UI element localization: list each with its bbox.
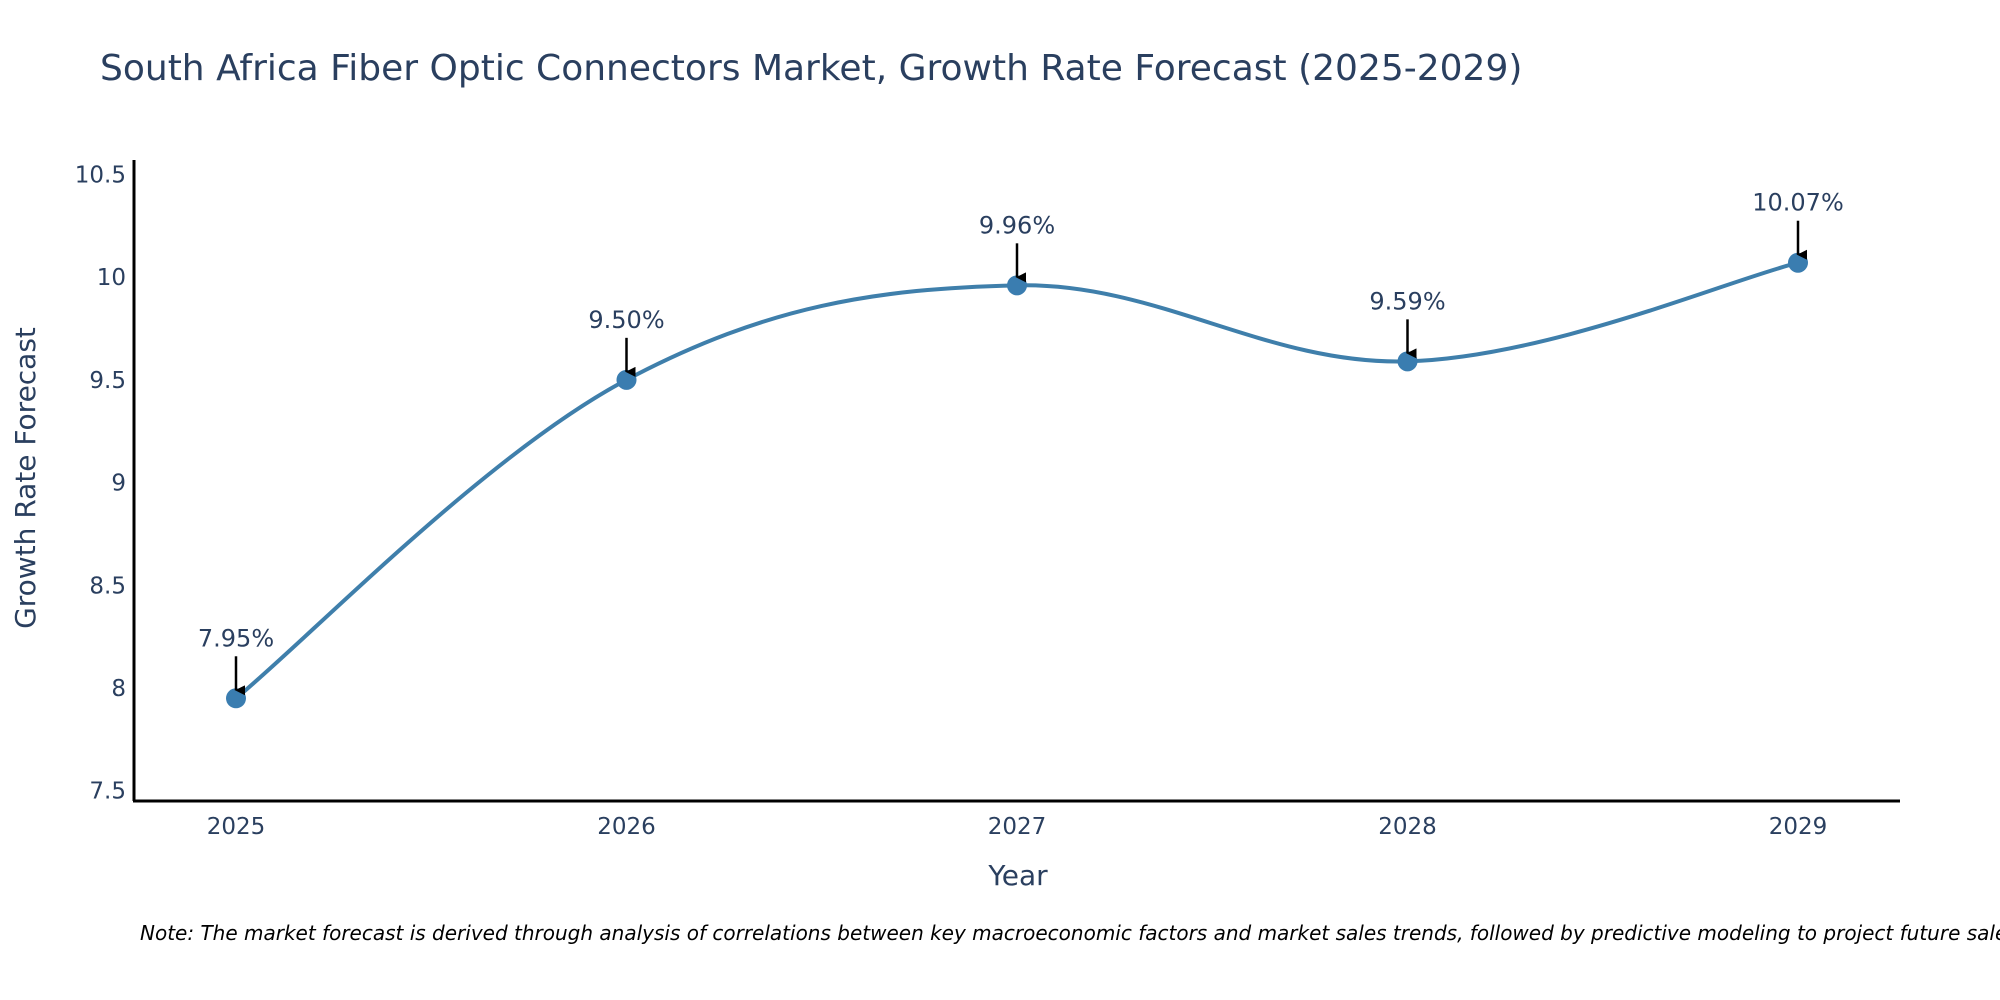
- x-tick-label: 2025: [207, 814, 266, 840]
- y-ticks: 7.5 8 8.5 9 9.5 10 10.5: [75, 162, 126, 804]
- y-tick-label: 8: [111, 676, 126, 702]
- data-label: 9.96%: [979, 211, 1055, 239]
- footnote: Note: The market forecast is derived thr…: [140, 921, 2000, 945]
- data-point: [616, 369, 637, 390]
- data-labels: 7.95% 9.50% 9.96% 9.59% 10.07%: [198, 189, 1844, 696]
- y-tick-label: 8.5: [89, 573, 126, 599]
- series-line: [234, 260, 1799, 700]
- data-points: [226, 252, 1808, 709]
- data-point: [1788, 252, 1808, 273]
- x-tick-label: 2026: [597, 814, 656, 840]
- axes: [132, 160, 1900, 803]
- x-axis-title: Year: [987, 859, 1048, 892]
- data-label: 7.95%: [198, 624, 274, 652]
- data-label: 9.50%: [588, 306, 664, 334]
- x-ticks: 2025 2026 2027 2028 2029: [207, 814, 1828, 840]
- y-tick-label: 7.5: [89, 779, 126, 805]
- x-tick-label: 2027: [988, 814, 1047, 840]
- data-label: 10.07%: [1752, 189, 1844, 217]
- y-tick-label: 9: [111, 471, 126, 497]
- data-point: [226, 688, 246, 709]
- data-label: 9.59%: [1369, 287, 1445, 315]
- data-point: [1007, 275, 1027, 296]
- x-tick-label: 2028: [1378, 814, 1437, 840]
- y-tick-label: 9.5: [89, 368, 126, 394]
- chart-title: South Africa Fiber Optic Connectors Mark…: [100, 48, 1522, 89]
- data-point: [1397, 351, 1418, 372]
- x-tick-label: 2029: [1769, 814, 1828, 840]
- y-axis-title: Growth Rate Forecast: [9, 327, 42, 629]
- y-tick-label: 10: [97, 265, 126, 291]
- y-tick-label: 10.5: [75, 162, 126, 188]
